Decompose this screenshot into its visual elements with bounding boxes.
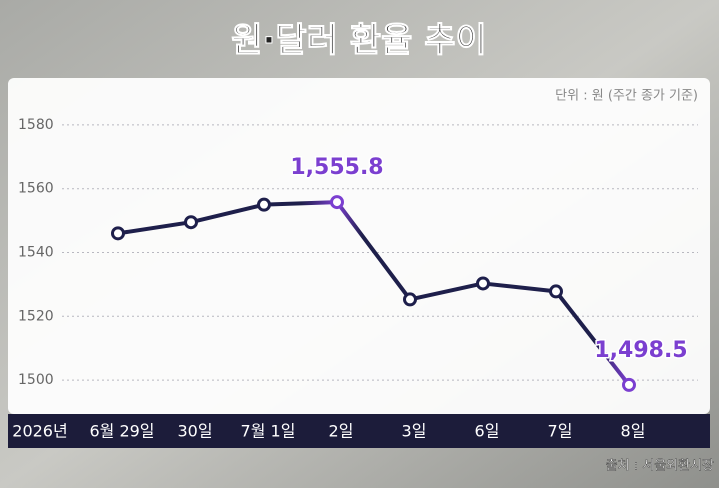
point <box>184 215 198 230</box>
point <box>111 226 125 241</box>
x-tick-label: 6월 29일 <box>89 422 154 441</box>
point <box>330 195 344 210</box>
x-tick-label: 6일 <box>475 422 500 441</box>
y-tick-label: 1500 <box>18 372 54 388</box>
point <box>622 377 636 392</box>
chart-title: 원·달러 환율 추이 <box>231 21 487 61</box>
point <box>403 292 417 307</box>
x-tick-label: 3일 <box>402 422 427 441</box>
x-axis-bar <box>8 414 710 448</box>
point <box>549 284 563 299</box>
source: 출처 : 서울외환시장 <box>606 459 714 474</box>
point <box>257 197 271 212</box>
x-tick-label: 7월 1일 <box>241 422 296 441</box>
y-tick-label: 1520 <box>18 308 54 324</box>
plot-panel <box>8 78 710 414</box>
point <box>476 276 490 291</box>
subtitle: 단위 : 원 (주간 종가 기준) <box>555 89 698 104</box>
x-tick-label: 8일 <box>621 422 646 441</box>
data-label: 1,555.8 <box>290 155 383 180</box>
x-tick-label: 2일 <box>329 422 354 441</box>
y-tick-label: 1580 <box>18 117 54 133</box>
x-tick-label: 7일 <box>548 422 573 441</box>
x-axis-label: 2026년 <box>12 422 67 441</box>
data-label: 1,498.5 <box>594 338 687 363</box>
line <box>117 200 631 387</box>
y-tick-label: 1560 <box>18 181 54 197</box>
y-tick-label: 1540 <box>18 245 54 261</box>
x-tick-label: 30일 <box>177 422 212 441</box>
